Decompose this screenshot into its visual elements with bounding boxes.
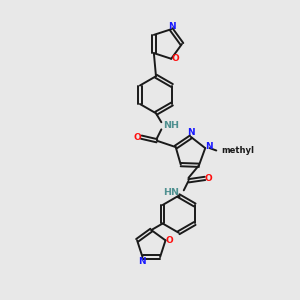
Text: O: O: [171, 54, 179, 63]
Text: O: O: [166, 236, 174, 245]
Text: N: N: [168, 22, 175, 31]
Text: O: O: [205, 174, 213, 183]
Text: methyl: methyl: [222, 146, 255, 155]
Text: N: N: [138, 257, 146, 266]
Text: O: O: [134, 133, 141, 142]
Text: N: N: [205, 142, 213, 151]
Text: HN: HN: [164, 188, 180, 197]
Text: NH: NH: [163, 121, 179, 130]
Text: N: N: [187, 128, 195, 137]
